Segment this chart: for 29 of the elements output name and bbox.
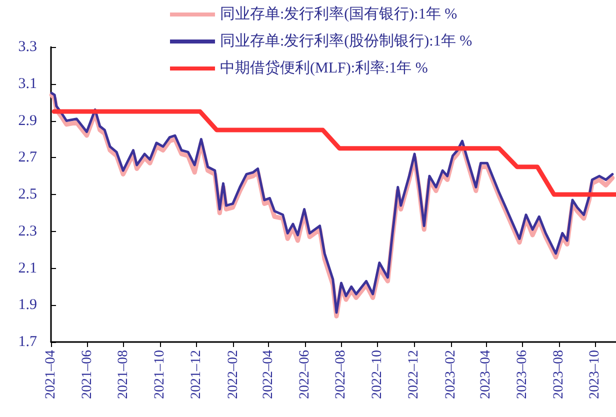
x-tick-label: 2021–06 <box>80 350 95 399</box>
y-tick-label: 1.9 <box>18 297 37 314</box>
x-tick-label: 2022–02 <box>226 350 241 399</box>
y-tick-label: 1.7 <box>18 334 38 350</box>
x-tick-label: 2023–06 <box>514 350 530 399</box>
x-tick-label: 2022–04 <box>261 350 276 399</box>
y-tick-label: 2.3 <box>18 223 37 240</box>
x-tick-label: 2022–10 <box>370 350 386 399</box>
y-tick-label: 3.3 <box>18 39 37 55</box>
x-tick-label: 2023–04 <box>478 350 494 399</box>
x-tick-label: 2023–10 <box>588 350 603 399</box>
legend-label: 中期借贷便利(MLF):利率:1年 % <box>220 60 428 76</box>
x-tick-label: 2021–12 <box>188 350 204 399</box>
y-tick-label: 3.1 <box>18 76 37 92</box>
y-tick-label: 2.1 <box>18 260 37 276</box>
x-tick-label: 2023–02 <box>443 350 458 399</box>
y-tick-label: 2.7 <box>18 150 38 166</box>
x-tick-label: 2022–06 <box>297 350 312 399</box>
x-tick-label: 2021–10 <box>152 350 168 399</box>
legend-label: 同业存单:发行利率(国有银行):1年 % <box>220 6 458 22</box>
y-tick-label: 2.5 <box>18 186 37 202</box>
legend-label: 同业存单:发行利率(股份制银行):1年 % <box>220 32 472 50</box>
x-tick-label: 2021–04 <box>44 350 58 399</box>
x-tick-label: 2022–08 <box>334 350 349 399</box>
x-tick-label: 2023–08 <box>551 350 566 399</box>
y-tick-label: 2.9 <box>18 112 37 129</box>
x-tick-label: 2022–12 <box>406 350 422 399</box>
line-series <box>52 109 616 197</box>
x-tick-label: 2021–08 <box>116 350 132 399</box>
